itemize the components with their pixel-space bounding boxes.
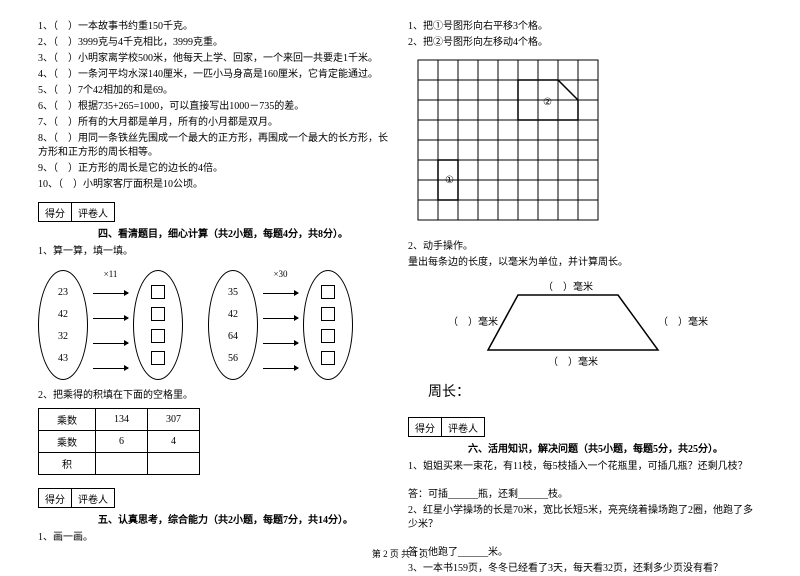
- r1: 1、把①号图形向右平移3个格。: [408, 20, 762, 34]
- svg-text:（ ）毫米: （ ）毫米: [543, 280, 593, 293]
- reviewer-label: 评卷人: [72, 203, 114, 221]
- n: 35: [228, 287, 238, 298]
- q9: 9、（ ）正方形的周长是它的边长的4倍。: [38, 162, 392, 176]
- n: 42: [58, 309, 68, 320]
- reviewer-label: 评卷人: [442, 418, 484, 436]
- q8: 8、（ ）用同一条铁丝先围成一个最大的正方形，再围成一个最大的长方形，长方形和正…: [38, 132, 392, 160]
- q2: 2、（ ）3999克与4千克相比，3999克重。: [38, 36, 392, 50]
- perimeter-label: 周长：: [428, 381, 762, 401]
- n: 64: [228, 331, 238, 342]
- q10: 10、（ ）小明家客厅面积是10公顷。: [38, 178, 392, 192]
- blank-box: [151, 307, 165, 321]
- trapezoid-diagram: （ ）毫米 （ ）毫米 （ ）毫米 （ ）毫米: [448, 280, 762, 373]
- score-label: 得分: [39, 489, 72, 507]
- q7: 7、（ ）所有的大月都是单月，所有的小月都是双月。: [38, 116, 392, 130]
- page-footer: 第 2 页 共 4 页: [0, 547, 800, 560]
- section6-title: 六、活用知识，解决问题（共5小题，每题5分，共25分）。: [468, 440, 762, 455]
- section5-title: 五、认真思考，综合能力（共2小题，每题7分，共14分）。: [98, 511, 392, 526]
- cell: 307: [148, 409, 200, 431]
- mult-table: 乘数134307 乘数64 积: [38, 408, 200, 475]
- arrow-icon: [263, 368, 298, 369]
- score-box: 得分 评卷人: [408, 417, 485, 437]
- blank-box: [321, 285, 335, 299]
- ra1: 答：可插______瓶，还剩______枝。: [408, 488, 762, 502]
- svg-text:（ ）毫米: （ ）毫米: [448, 315, 498, 328]
- cell: 4: [148, 431, 200, 453]
- arrow-icon: [263, 293, 298, 294]
- cell: [148, 453, 200, 475]
- n: 23: [58, 287, 68, 298]
- r3sub: 量出每条边的长度，以毫米为单位，并计算周长。: [408, 256, 762, 270]
- n: 56: [228, 353, 238, 364]
- blank-box: [151, 351, 165, 365]
- svg-text:①: ①: [445, 175, 454, 186]
- cell: 134: [96, 409, 148, 431]
- score-label: 得分: [39, 203, 72, 221]
- q3: 3、（ ）小明家离学校500米，他每天上学、回家，一个来回一共要走1千米。: [38, 52, 392, 66]
- mult-label: ×11: [88, 269, 133, 279]
- reviewer-label: 评卷人: [72, 489, 114, 507]
- score-box: 得分 评卷人: [38, 202, 115, 222]
- mult-label: ×30: [258, 269, 303, 279]
- cell: [96, 453, 148, 475]
- arrow-icon: [263, 343, 298, 344]
- cell: 6: [96, 431, 148, 453]
- cell: 乘数: [39, 409, 96, 431]
- s4q1: 1、算一算，填一填。: [38, 245, 392, 259]
- arrow-icon: [263, 318, 298, 319]
- svg-text:（ ）毫米: （ ）毫米: [548, 355, 598, 368]
- blank-box: [321, 329, 335, 343]
- r2: 2、把②号图形向左移动4个格。: [408, 36, 762, 50]
- q5: 5、（ ）7个42相加的和是69。: [38, 84, 392, 98]
- s4q2: 2、把乘得的积填在下面的空格里。: [38, 389, 392, 403]
- r3: 2、动手操作。: [408, 240, 762, 254]
- rq2: 2、红星小学操场的长是70米，宽比长短5米，亮亮绕着操场跑了2圈，他跑了多少米？: [408, 504, 762, 532]
- q1: 1、（ ）一本故事书约重150千克。: [38, 20, 392, 34]
- blank-box: [151, 329, 165, 343]
- n: 42: [228, 309, 238, 320]
- diagram2: 35 42 64 56 ×30: [208, 269, 353, 381]
- cell: 积: [39, 453, 96, 475]
- blank-box: [321, 351, 335, 365]
- blank-box: [321, 307, 335, 321]
- grid-diagram: ② ①: [408, 55, 608, 235]
- cell: 乘数: [39, 431, 96, 453]
- score-label: 得分: [409, 418, 442, 436]
- s5q1: 1、画一画。: [38, 531, 392, 545]
- arrow-icon: [93, 368, 128, 369]
- diagram1: 23 42 32 43 ×11: [38, 269, 183, 381]
- n: 43: [58, 353, 68, 364]
- n: 32: [58, 331, 68, 342]
- rq1: 1、姐姐买来一束花，有11枝，每5枝插入一个花瓶里，可插几瓶？还剩几枝？: [408, 460, 762, 474]
- rq3: 3、一本书159页，冬冬已经看了3天，每天看32页，还剩多少页没有看？: [408, 562, 762, 576]
- arrow-icon: [93, 318, 128, 319]
- svg-text:②: ②: [543, 97, 552, 108]
- arrow-icon: [93, 293, 128, 294]
- q4: 4、（ ）一条河平均水深140厘米，一匹小马身高是160厘米，它肯定能通过。: [38, 68, 392, 82]
- score-box: 得分 评卷人: [38, 488, 115, 508]
- blank-box: [151, 285, 165, 299]
- svg-text:（ ）毫米: （ ）毫米: [658, 315, 708, 328]
- q6: 6、（ ）根据735+265=1000，可以直接写出1000－735的差。: [38, 100, 392, 114]
- section4-title: 四、看清题目，细心计算（共2小题，每题4分，共8分）。: [98, 225, 392, 240]
- arrow-icon: [93, 343, 128, 344]
